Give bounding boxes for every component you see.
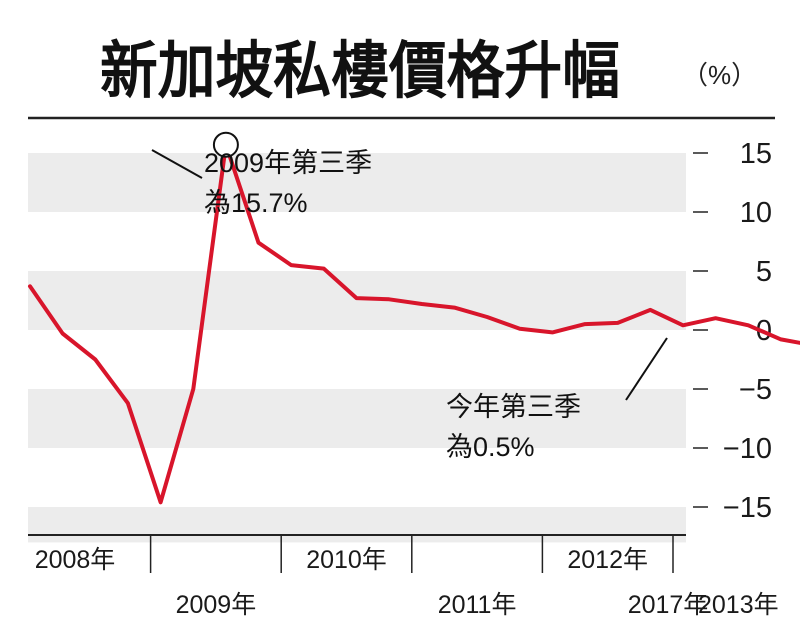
x-year-label: 2009年 bbox=[176, 591, 257, 619]
x-axis: 2008年2010年2012年2014年2016年2009年2011年2013年… bbox=[28, 534, 779, 619]
highlight-marker-0 bbox=[212, 131, 239, 158]
annotation-peak-line1: 2009年第三季 bbox=[204, 148, 372, 178]
y-tick-label: −10 bbox=[723, 433, 772, 465]
x-year-label: 2011年 bbox=[438, 591, 517, 619]
grid-band-2 bbox=[28, 389, 686, 448]
x-year-label: 2013年 bbox=[698, 591, 779, 619]
grid-band-3 bbox=[28, 507, 686, 543]
x-year-label: 2010年 bbox=[306, 546, 387, 574]
annotation-peak-leader bbox=[151, 149, 203, 179]
y-tick-label: −5 bbox=[739, 374, 772, 406]
grid-bands bbox=[28, 153, 686, 543]
unit-label: （%） bbox=[682, 60, 757, 90]
y-tick-label: 5 bbox=[756, 256, 772, 288]
series-group bbox=[28, 131, 800, 505]
x-year-label: 2012年 bbox=[567, 546, 648, 574]
grid-band-1 bbox=[28, 271, 686, 330]
y-tick-label: 15 bbox=[740, 138, 772, 170]
annotation-peak: 2009年第三季 為15.7% bbox=[151, 148, 372, 218]
x-year-label: 2017年 bbox=[628, 591, 709, 619]
x-year-label: 2008年 bbox=[35, 546, 116, 574]
grid-band-0 bbox=[28, 153, 686, 212]
annotation-latest-line1: 今年第三季 bbox=[446, 392, 581, 422]
chart-title: 新加坡私樓價格升幅 bbox=[100, 34, 620, 107]
annotation-latest-line2: 為0.5% bbox=[446, 432, 535, 462]
annotation-peak-line2: 為15.7% bbox=[204, 188, 308, 218]
annotation-latest-leader bbox=[625, 337, 668, 401]
series-line-0 bbox=[28, 142, 800, 505]
annotation-latest: 今年第三季 為0.5% bbox=[446, 337, 668, 462]
y-tick-label: 10 bbox=[740, 197, 772, 229]
y-tick-label: −15 bbox=[723, 492, 772, 524]
